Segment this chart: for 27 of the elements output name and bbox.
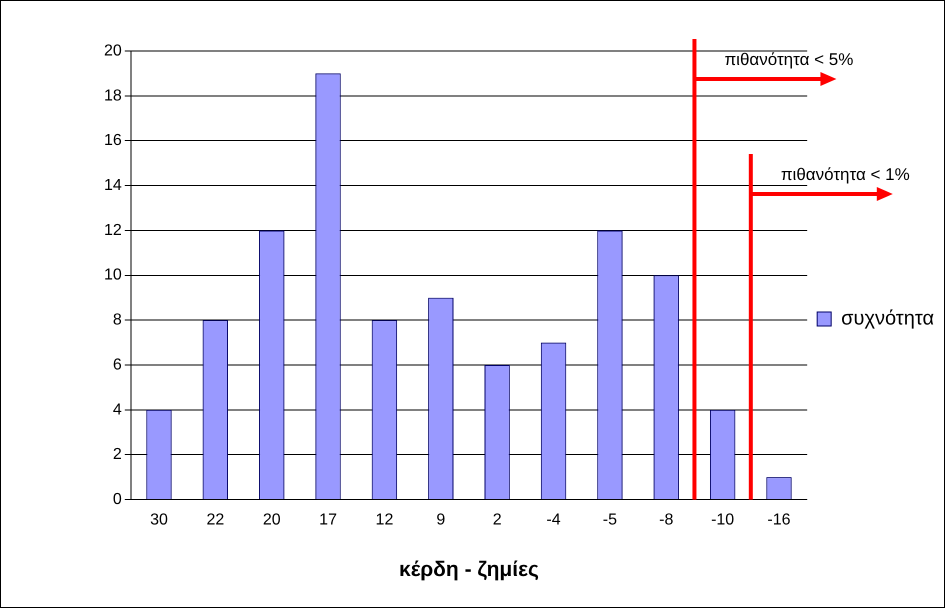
y-tick-label: 16 xyxy=(104,132,122,150)
y-tick-label: 20 xyxy=(104,42,122,60)
y-tick-label: 14 xyxy=(104,176,122,194)
x-tick-label: 20 xyxy=(262,512,281,529)
x-tick-label: -16 xyxy=(767,512,791,529)
x-tick-label: 30 xyxy=(150,512,168,529)
y-tick-label: 4 xyxy=(112,401,122,418)
x-axis-title: κέρδη - ζημίες xyxy=(399,558,540,582)
y-tick-label: 8 xyxy=(112,312,122,329)
x-tick-label: 17 xyxy=(319,512,338,529)
y-tick-label: 18 xyxy=(104,87,122,104)
x-tick-label: -8 xyxy=(659,512,674,529)
x-tick-label: -5 xyxy=(602,512,618,529)
x-tick-label: 9 xyxy=(436,512,446,529)
annotation: πιθανότητα < 5% xyxy=(724,50,854,70)
y-tick-label: 6 xyxy=(112,356,122,374)
x-tick-label: 22 xyxy=(206,512,224,529)
x-tick-label: -4 xyxy=(546,512,561,529)
legend-label: συχνότητα xyxy=(841,308,934,330)
annotation: πιθανότητα < 1% xyxy=(780,165,910,184)
x-tick-label: -10 xyxy=(711,512,734,529)
x-tick-label: 12 xyxy=(376,512,394,529)
y-tick-label: 2 xyxy=(112,446,122,464)
x-tick-label: 2 xyxy=(492,512,502,529)
y-tick-label: 0 xyxy=(112,491,122,508)
y-tick-label: 12 xyxy=(104,222,122,239)
y-tick-label: 10 xyxy=(104,266,122,284)
